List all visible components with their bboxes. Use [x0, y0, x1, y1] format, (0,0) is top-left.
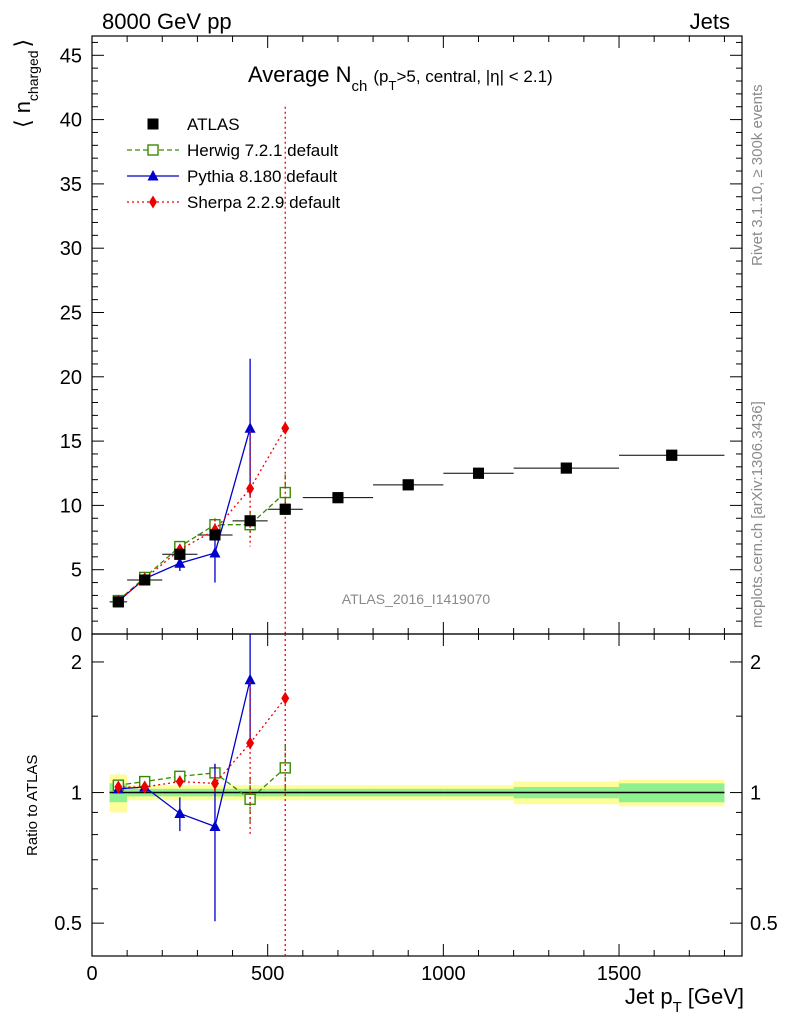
atlas-point: [209, 529, 221, 541]
ratio-y-tick-label-right: 2: [750, 652, 761, 674]
ratio-y-tick-label: 2: [71, 652, 82, 674]
title-rest-sub: T: [389, 78, 397, 93]
atlas-point: [139, 574, 151, 586]
main-panel: 0 5 10 15 20 25 30 35 40 45: [60, 35, 743, 646]
xlabel-unit: [GeV]: [688, 984, 744, 1009]
atlas-point: [279, 503, 291, 515]
series-square: [109, 449, 725, 608]
legend-marker: [147, 118, 159, 130]
ratio-point: [210, 776, 219, 790]
ratio-point: [246, 736, 255, 750]
title-sub: ch: [352, 78, 368, 95]
series-line: [117, 428, 251, 602]
ratio-point: [244, 673, 256, 685]
header-left: 8000 GeV pp: [102, 9, 232, 34]
ratio-point: [281, 691, 290, 705]
x-tick-label: 1000: [421, 963, 466, 985]
ratio-point: [140, 780, 149, 794]
ratio-ylabel: Ratio to ATLAS: [24, 755, 41, 856]
series-open: [112, 474, 291, 607]
svg-text:⟨ ncharged⟩: ⟨ ncharged ⟩: [10, 39, 41, 128]
mcplots-label: mcplots.cern.ch [arXiv:1306.3436]: [749, 401, 766, 628]
x-tick-label: 1500: [597, 963, 642, 985]
legend-marker: [149, 195, 157, 209]
legend-label: Sherpa 2.2.9 default: [187, 193, 340, 212]
atlas-point: [112, 596, 124, 608]
x-tick-label: 500: [251, 963, 284, 985]
x-tick-label: 0: [86, 963, 97, 985]
data-point: [209, 546, 221, 558]
ratio-panel: 0.5 0.5 1 1 2 2 0 500 1000 1500: [54, 633, 778, 985]
ratio-y-tick-label-right: 1: [750, 783, 761, 805]
atlas-point: [560, 462, 572, 474]
title-rest: (p: [373, 67, 388, 86]
legend-label: ATLAS: [187, 115, 240, 134]
atlas-point: [472, 467, 484, 479]
series-tri: [112, 358, 256, 606]
y-tick-label: 35: [60, 174, 82, 196]
svg-text:Average Nch(pT>5, central, |η|: Average Nch (pT>5, central, |η| < 2.1): [248, 62, 553, 95]
atlas-point: [174, 548, 186, 560]
ratio-point: [175, 775, 184, 789]
ratio-point: [174, 807, 186, 818]
ratio-series-open: [112, 744, 291, 825]
ratio-series-line: [118, 679, 251, 828]
atlas-point: [332, 492, 344, 504]
legend-marker: [147, 170, 159, 181]
data-point: [174, 557, 186, 568]
y-tick-label: 15: [60, 431, 82, 453]
ratio-point: [209, 820, 221, 832]
y-tick-label: 40: [60, 110, 82, 132]
atlas-point: [244, 515, 256, 527]
atlas-point: [666, 449, 678, 461]
title-main: Average N: [248, 62, 352, 87]
data-point: [244, 422, 256, 433]
ylabel-close: ⟩: [10, 39, 35, 48]
main-ylabel: ⟨ ncharged ⟩: [10, 39, 41, 128]
ylabel-open: ⟨ n: [10, 101, 35, 128]
ylabel-sub: charged: [25, 50, 41, 101]
data-point: [246, 482, 255, 496]
legend-label: Pythia 8.180 default: [187, 167, 338, 186]
ratio-series-diamond: [114, 634, 290, 956]
title-tail: >5, central, |η| < 2.1): [396, 67, 552, 86]
xlabel-sub: T: [673, 999, 682, 1016]
ratio-frame: [91, 633, 743, 957]
rivet-label: Rivet 3.1.10, ≥ 300k events: [749, 84, 766, 266]
ratio-point: [114, 780, 123, 794]
legend: ATLAS Herwig 7.2.1 default Pythia 8.180 de…: [127, 115, 340, 212]
legend-entry: Herwig 7.2.1 default: [127, 141, 338, 160]
ratio-y-tick-label-right: 0.5: [750, 913, 778, 935]
ratio-point: [244, 793, 256, 805]
data-point: [281, 421, 290, 435]
analysis-watermark: ATLAS_2016_I1419070: [342, 591, 491, 607]
atlas-point: [402, 479, 414, 491]
y-tick-label: 25: [60, 302, 82, 324]
ratio-point: [279, 762, 291, 774]
y-tick-label: 5: [71, 560, 82, 582]
xlabel: Jet pT [GeV]: [625, 984, 744, 1016]
ratio-y-tick-label: 0.5: [54, 913, 82, 935]
series-atlas-top: [112, 449, 678, 608]
y-tick-label: 45: [60, 45, 82, 67]
ratio-series-line: [118, 697, 286, 788]
legend-entry: Sherpa 2.2.9 default: [127, 193, 340, 212]
series-line: [117, 427, 286, 602]
y-tick-label: 0: [71, 624, 82, 646]
y-tick-label: 20: [60, 367, 82, 389]
ratio-y-tick-label: 1: [71, 783, 82, 805]
xlabel-text: Jet p: [625, 984, 673, 1009]
legend-marker: [147, 144, 159, 156]
legend-entry: ATLAS: [147, 115, 240, 134]
y-tick-label: 10: [60, 495, 82, 517]
y-tick-label: 30: [60, 238, 82, 260]
legend-entry: Pythia 8.180 default: [127, 167, 338, 186]
legend-label: Herwig 7.2.1 default: [187, 141, 338, 160]
header-right: Jets: [690, 9, 730, 34]
chart-title: Average Nch (pT>5, central, |η| < 2.1): [248, 62, 553, 95]
